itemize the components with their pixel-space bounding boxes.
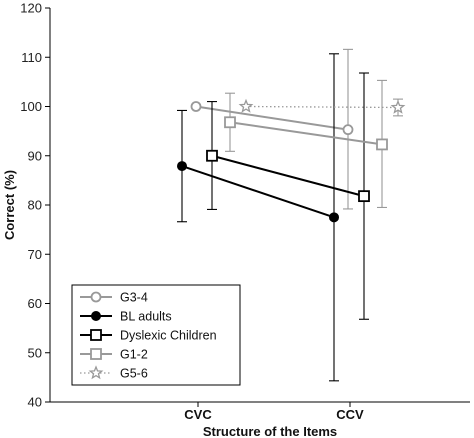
series-g5-6 xyxy=(238,98,406,117)
legend: G3-4 BL adults Dyslexic Children G1-2 G5-6 xyxy=(71,284,241,386)
legend-entry-label: Dyslexic Children xyxy=(120,329,217,343)
y-tick-label: 80 xyxy=(28,198,42,213)
y-tick-label: 50 xyxy=(28,345,42,360)
legend-entry-label: G3-4 xyxy=(120,291,148,305)
legend-entry-label: G1-2 xyxy=(120,348,148,362)
y-tick-label: 100 xyxy=(20,99,42,114)
series-dyslexic-children xyxy=(206,72,370,320)
series-bl-adults xyxy=(177,53,339,382)
y-tick-label: 120 xyxy=(20,1,42,16)
axes: 40 50 60 70 80 90 100 110 120 CVC CCV xyxy=(20,1,470,422)
legend-marker xyxy=(90,348,102,360)
data-point xyxy=(358,190,370,203)
y-tick-label: 90 xyxy=(28,148,42,163)
legend-marker xyxy=(88,365,104,380)
legend-marker xyxy=(90,291,102,303)
data-point xyxy=(224,116,236,129)
series-layer xyxy=(177,48,406,382)
data-point xyxy=(206,149,218,162)
legend-entry-label: G5-6 xyxy=(120,367,148,381)
series-line xyxy=(195,105,349,131)
series-line xyxy=(245,105,399,109)
series-g1-2 xyxy=(224,79,388,209)
x-tick-label: CVC xyxy=(184,407,212,422)
data-point xyxy=(177,161,187,172)
data-point xyxy=(190,101,202,112)
x-axis-title: Structure of the Items xyxy=(203,424,337,438)
legend-marker xyxy=(90,329,102,341)
data-point xyxy=(390,99,406,114)
series-line xyxy=(229,121,383,146)
legend-entry-label: BL adults xyxy=(120,310,172,324)
series-line xyxy=(181,165,335,219)
y-tick-label: 60 xyxy=(28,296,42,311)
x-tick-label: CCV xyxy=(336,407,364,422)
y-tick-label: 70 xyxy=(28,247,42,262)
legend-marker xyxy=(91,311,101,321)
data-point xyxy=(238,98,254,113)
y-axis-title: Correct (%) xyxy=(2,170,17,240)
series-line xyxy=(211,154,365,198)
data-point xyxy=(329,212,339,223)
data-point xyxy=(376,138,388,151)
y-tick-label: 110 xyxy=(21,50,42,65)
y-tick-label: 40 xyxy=(28,395,42,410)
data-point xyxy=(342,124,354,136)
series-g3-4 xyxy=(190,48,354,210)
